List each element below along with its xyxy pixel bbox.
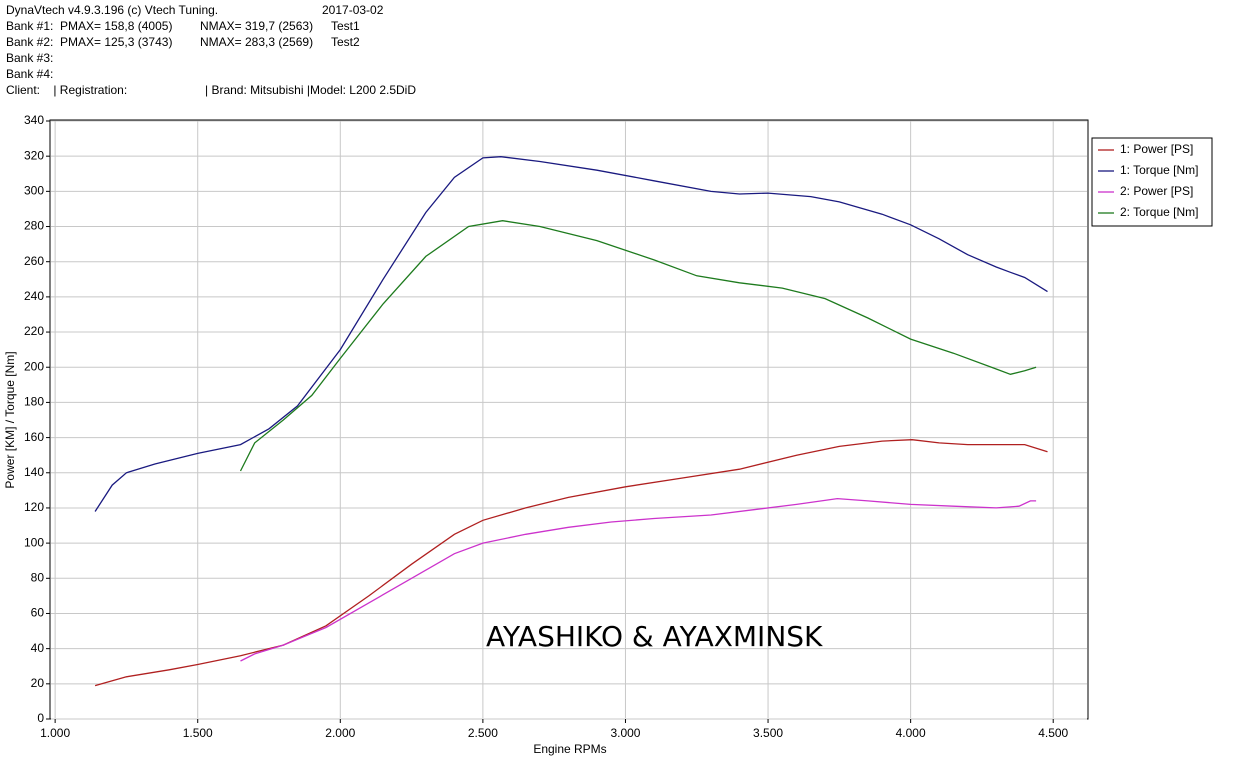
legend-label: 2: Torque [Nm] [1120,205,1198,219]
bank-info: Bank #2: PMAX= 125,3 (3743) [6,35,172,49]
legend-label: 1: Torque [Nm] [1120,163,1198,177]
y-axis-label: Power [KM] / Torque [Nm] [3,351,17,488]
bank-info: Bank #1: PMAX= 158,8 (4005) [6,19,172,33]
data-line [94,156,1048,512]
bank-info: Bank #4: [6,67,53,81]
annotation: AYASHIKO & AYAXMINSK [486,620,823,653]
y-tick-label: 140 [24,465,44,479]
bank-info: NMAX= 283,3 (2569) [200,35,313,49]
bank-info: Test1 [331,19,360,33]
x-tick-label: 2.500 [468,726,498,740]
legend-box [1091,137,1213,227]
x-tick-label: 4.500 [1038,726,1068,740]
y-tick-label: 280 [24,219,44,233]
y-tick-label: 60 [31,606,45,620]
client-info: Client: | Registration: [6,83,127,97]
data-line [240,497,1037,662]
x-tick-label: 4.000 [896,726,926,740]
y-tick-label: 220 [24,324,44,338]
y-tick-label: 340 [24,113,44,127]
plot-area [49,119,1089,720]
date: 2017-03-02 [322,3,384,17]
bank-info: Test2 [331,35,360,49]
y-tick-label: 300 [24,184,44,198]
bank-info: Bank #3: [6,51,53,65]
legend-label: 2: Power [PS] [1120,184,1193,198]
y-tick-label: 120 [24,500,44,514]
y-tick-label: 80 [31,570,45,584]
vehicle-info: | Brand: Mitsubishi |Model: L200 2.5DiD [205,83,416,97]
y-tick-label: 160 [24,430,44,444]
app-title: DynaVtech v4.9.3.196 (c) Vtech Tuning. [6,3,218,17]
x-axis-label: Engine RPMs [533,742,606,756]
y-tick-label: 320 [24,148,44,162]
legend-label: 1: Power [PS] [1120,142,1193,156]
data-line [94,439,1048,687]
data-line [239,220,1037,472]
x-tick-label: 1.000 [40,726,70,740]
y-tick-label: 20 [31,676,45,690]
y-tick-label: 100 [24,535,44,549]
x-tick-label: 1.500 [183,726,213,740]
y-tick-label: 40 [31,641,45,655]
y-tick-label: 240 [24,289,44,303]
y-tick-label: 200 [24,359,44,373]
bank-info: NMAX= 319,7 (2563) [200,19,313,33]
y-tick-label: 260 [24,254,44,268]
y-tick-label: 180 [24,395,44,409]
x-tick-label: 3.000 [610,726,640,740]
y-tick-label: 0 [37,711,44,725]
x-tick-label: 3.500 [753,726,783,740]
x-tick-label: 2.000 [325,726,355,740]
